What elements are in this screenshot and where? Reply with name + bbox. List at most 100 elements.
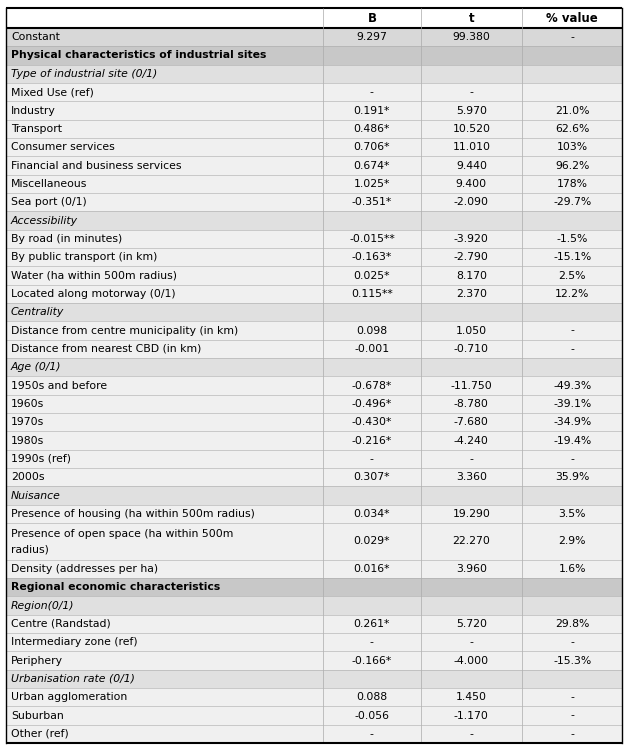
Text: 5.970: 5.970 (456, 105, 487, 116)
Bar (6, 358, 622, 376)
Text: 1.025*: 1.025* (354, 179, 390, 189)
Bar (6, 559, 622, 578)
Bar (6, 578, 622, 596)
Text: Mixed Use (ref): Mixed Use (ref) (11, 87, 94, 97)
Text: -0.496*: -0.496* (352, 399, 392, 409)
Text: -2.790: -2.790 (454, 252, 489, 262)
Text: 11.010: 11.010 (452, 142, 490, 152)
Text: Water (ha within 500m radius): Water (ha within 500m radius) (11, 270, 177, 281)
Text: Presence of housing (ha within 500m radius): Presence of housing (ha within 500m radi… (11, 509, 255, 519)
Text: -: - (570, 637, 574, 647)
Text: 178%: 178% (556, 179, 588, 189)
Bar (6, 688, 622, 707)
Text: 1960s: 1960s (11, 399, 44, 409)
Bar (6, 47, 622, 65)
Text: -2.090: -2.090 (454, 198, 489, 207)
Text: -0.056: -0.056 (354, 710, 389, 720)
Bar (6, 138, 622, 156)
Text: -: - (470, 87, 474, 97)
Text: -0.163*: -0.163* (352, 252, 392, 262)
Text: -15.3%: -15.3% (553, 656, 591, 665)
Text: 1950s and before: 1950s and before (11, 381, 107, 391)
Text: -: - (370, 87, 374, 97)
Bar (6, 413, 622, 431)
Text: 96.2%: 96.2% (555, 161, 589, 170)
Text: 1970s: 1970s (11, 417, 44, 427)
Text: -: - (570, 710, 574, 720)
Text: -15.1%: -15.1% (553, 252, 591, 262)
Text: Urban agglomeration: Urban agglomeration (11, 692, 127, 702)
Bar (6, 211, 622, 230)
Text: -0.678*: -0.678* (352, 381, 392, 391)
Text: Distance from centre municipality (in km): Distance from centre municipality (in km… (11, 325, 238, 336)
Text: -0.166*: -0.166* (352, 656, 392, 665)
Text: Other (ref): Other (ref) (11, 728, 68, 739)
Text: Type of industrial site (0/1): Type of industrial site (0/1) (11, 69, 157, 79)
Text: -: - (470, 637, 474, 647)
Bar (6, 339, 622, 358)
Text: Industry: Industry (11, 105, 56, 116)
Text: Nuisance: Nuisance (11, 490, 61, 500)
Text: Sea port (0/1): Sea port (0/1) (11, 198, 87, 207)
Text: 19.290: 19.290 (452, 509, 490, 519)
Bar (6, 707, 622, 725)
Text: 1980s: 1980s (11, 436, 44, 445)
Text: -3.920: -3.920 (454, 234, 489, 244)
Bar (6, 633, 622, 651)
Bar (6, 285, 622, 303)
Text: Constant: Constant (11, 32, 60, 42)
Bar (6, 65, 622, 83)
Text: -8.780: -8.780 (454, 399, 489, 409)
Text: 3.5%: 3.5% (558, 509, 586, 519)
Text: 1.6%: 1.6% (558, 564, 586, 574)
Text: Age (0/1): Age (0/1) (11, 362, 62, 372)
Text: 5.720: 5.720 (456, 619, 487, 629)
Bar (6, 376, 622, 395)
Text: -0.001: -0.001 (354, 344, 389, 354)
Bar (6, 83, 622, 101)
Text: 0.261*: 0.261* (354, 619, 390, 629)
Text: 1.050: 1.050 (456, 325, 487, 336)
Text: -: - (570, 692, 574, 702)
Bar (6, 450, 622, 468)
Text: Periphery: Periphery (11, 656, 63, 665)
Text: Financial and business services: Financial and business services (11, 161, 181, 170)
Bar (6, 395, 622, 413)
Text: 0.098: 0.098 (356, 325, 387, 336)
Text: -: - (370, 728, 374, 739)
Text: t: t (468, 11, 474, 25)
Text: -: - (370, 637, 374, 647)
Text: Urbanisation rate (0/1): Urbanisation rate (0/1) (11, 674, 135, 684)
Text: -: - (470, 728, 474, 739)
Bar (6, 431, 622, 450)
Text: Suburban: Suburban (11, 710, 64, 720)
Bar (6, 725, 622, 743)
Text: 9.440: 9.440 (456, 161, 487, 170)
Text: B: B (367, 11, 376, 25)
Text: Physical characteristics of industrial sites: Physical characteristics of industrial s… (11, 50, 266, 61)
Text: -1.170: -1.170 (454, 710, 489, 720)
Text: -0.015**: -0.015** (349, 234, 395, 244)
Text: 12.2%: 12.2% (555, 289, 589, 299)
Bar (6, 523, 622, 559)
Text: Intermediary zone (ref): Intermediary zone (ref) (11, 637, 138, 647)
Text: -49.3%: -49.3% (553, 381, 591, 391)
Text: -: - (570, 454, 574, 464)
Bar (6, 230, 622, 248)
Bar (6, 596, 622, 614)
Text: Centrality: Centrality (11, 307, 64, 317)
Text: Transport: Transport (11, 124, 62, 134)
Text: 0.034*: 0.034* (354, 509, 390, 519)
Text: 10.520: 10.520 (452, 124, 490, 134)
Text: -4.000: -4.000 (454, 656, 489, 665)
Bar (6, 670, 622, 688)
Text: Accessibility: Accessibility (11, 216, 78, 225)
Text: 2000s: 2000s (11, 472, 45, 482)
Text: Located along motorway (0/1): Located along motorway (0/1) (11, 289, 176, 299)
Text: -: - (570, 728, 574, 739)
Text: 0.115**: 0.115** (351, 289, 392, 299)
Text: 103%: 103% (556, 142, 588, 152)
Text: By public transport (in km): By public transport (in km) (11, 252, 158, 262)
Bar (6, 101, 622, 119)
Text: -7.680: -7.680 (454, 417, 489, 427)
